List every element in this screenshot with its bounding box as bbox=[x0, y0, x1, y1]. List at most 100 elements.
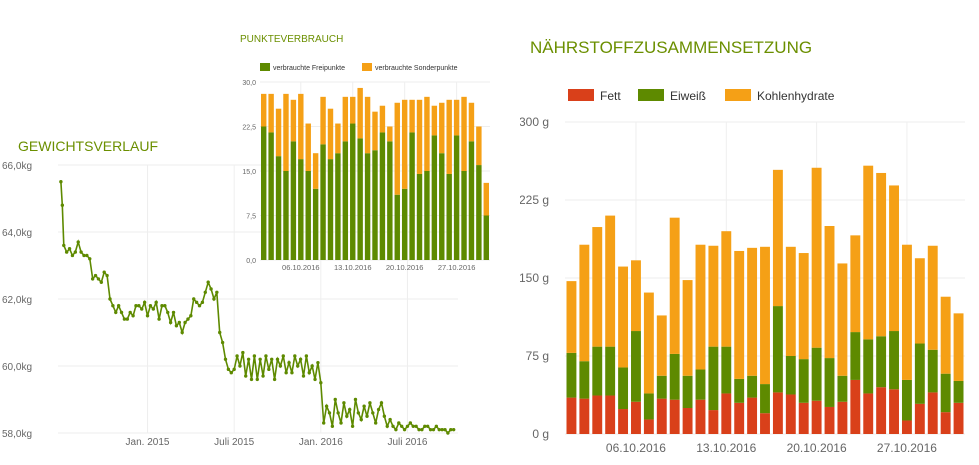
bar-segment bbox=[305, 171, 311, 260]
bar-segment bbox=[669, 353, 680, 400]
bar-segment bbox=[483, 182, 489, 216]
weight-point bbox=[451, 427, 456, 432]
nutrient-chart-title: NÄHRSTOFFZUSAMMENSETZUNG bbox=[530, 38, 813, 57]
y-tick-label: 150 g bbox=[520, 271, 549, 285]
weight-point bbox=[443, 427, 447, 432]
bar-segment bbox=[566, 352, 577, 398]
bar-segment bbox=[342, 96, 349, 142]
bar-segment bbox=[476, 165, 482, 260]
bar-segment bbox=[631, 260, 641, 332]
weight-point bbox=[151, 307, 156, 311]
weight-point bbox=[411, 424, 415, 428]
weight-point bbox=[186, 317, 190, 321]
weight-point bbox=[145, 314, 150, 318]
weight-point bbox=[93, 273, 98, 278]
bar-segment bbox=[350, 123, 356, 261]
bar-segment bbox=[837, 401, 848, 434]
bar-segment bbox=[811, 167, 822, 348]
bar-segment bbox=[850, 332, 861, 380]
weight-point bbox=[362, 404, 366, 408]
weight-point bbox=[293, 354, 297, 358]
weight-point bbox=[373, 421, 378, 425]
bar-segment bbox=[914, 258, 925, 344]
bar-segment bbox=[837, 263, 848, 376]
weight-point bbox=[174, 324, 179, 328]
weight-point bbox=[353, 397, 358, 402]
bar-segment bbox=[798, 359, 809, 403]
weight-point bbox=[270, 357, 274, 361]
bar-segment bbox=[439, 153, 445, 260]
bar-segment bbox=[283, 93, 289, 171]
weight-point bbox=[319, 381, 323, 385]
weight-point bbox=[70, 253, 75, 258]
weight-point bbox=[449, 427, 453, 432]
y-tick-label: 66,0kg bbox=[2, 161, 32, 172]
y-tick-label: 0 g bbox=[532, 427, 549, 441]
legend-swatch bbox=[260, 63, 270, 71]
bar-segment bbox=[618, 367, 629, 410]
bar-segment bbox=[298, 93, 304, 160]
weight-point bbox=[246, 357, 251, 361]
bar-segment bbox=[682, 375, 693, 408]
bar-segment bbox=[876, 336, 887, 388]
weight-point bbox=[437, 427, 441, 432]
bar-segment bbox=[364, 153, 371, 260]
bar-segment bbox=[312, 153, 319, 189]
bar-segment bbox=[592, 227, 603, 347]
bar-segment bbox=[940, 296, 951, 374]
bar-segment bbox=[760, 246, 770, 385]
weight-point bbox=[356, 411, 361, 415]
weight-point bbox=[368, 401, 372, 405]
weight-point bbox=[376, 407, 381, 412]
y-tick-label: 75 g bbox=[526, 349, 549, 363]
weight-point bbox=[397, 421, 401, 425]
weight-point bbox=[428, 427, 433, 432]
weight-point bbox=[275, 357, 280, 361]
bar-segment bbox=[605, 346, 616, 396]
bar-segment bbox=[566, 397, 577, 434]
weight-point bbox=[122, 317, 127, 321]
weight-point bbox=[324, 404, 329, 408]
bar-segment bbox=[387, 126, 393, 142]
weight-point bbox=[180, 330, 184, 335]
weight-point bbox=[183, 320, 187, 325]
weight-point bbox=[166, 310, 170, 315]
bar-segment bbox=[431, 135, 438, 260]
bar-segment bbox=[483, 215, 489, 260]
weight-point bbox=[226, 367, 231, 372]
weight-point bbox=[414, 424, 418, 428]
weight-point bbox=[336, 411, 340, 415]
bar-segment bbox=[901, 244, 912, 380]
bar-segment bbox=[261, 126, 267, 260]
weight-point bbox=[157, 317, 161, 321]
weight-point bbox=[333, 397, 337, 402]
bar-segment bbox=[643, 393, 654, 420]
bar-segment bbox=[372, 150, 378, 260]
bar-segment bbox=[605, 395, 616, 434]
weight-point bbox=[140, 307, 144, 311]
bar-segment bbox=[268, 132, 274, 260]
weight-point bbox=[417, 427, 421, 432]
bar-segment bbox=[275, 156, 282, 260]
weight-point bbox=[99, 280, 104, 284]
weight-point bbox=[168, 320, 173, 325]
bar-segment bbox=[618, 409, 629, 434]
bar-segment bbox=[708, 346, 719, 411]
bar-segment bbox=[461, 96, 467, 171]
weight-point bbox=[322, 421, 326, 425]
y-tick-label: 64,0kg bbox=[2, 228, 32, 239]
bar-segment bbox=[656, 375, 667, 399]
bar-segment bbox=[579, 398, 590, 434]
x-tick-label: 13.10.2016 bbox=[334, 263, 372, 272]
bar-segment bbox=[889, 331, 899, 390]
weight-point bbox=[96, 277, 101, 281]
weight-point bbox=[62, 243, 66, 248]
bar-segment bbox=[914, 343, 925, 404]
bar-segment bbox=[682, 280, 693, 376]
bar-segment bbox=[863, 165, 874, 340]
bar-segment bbox=[837, 375, 848, 402]
weight-point bbox=[60, 203, 65, 207]
weight-point bbox=[235, 354, 239, 358]
bar-segment bbox=[357, 87, 363, 139]
bar-segment bbox=[734, 378, 745, 403]
